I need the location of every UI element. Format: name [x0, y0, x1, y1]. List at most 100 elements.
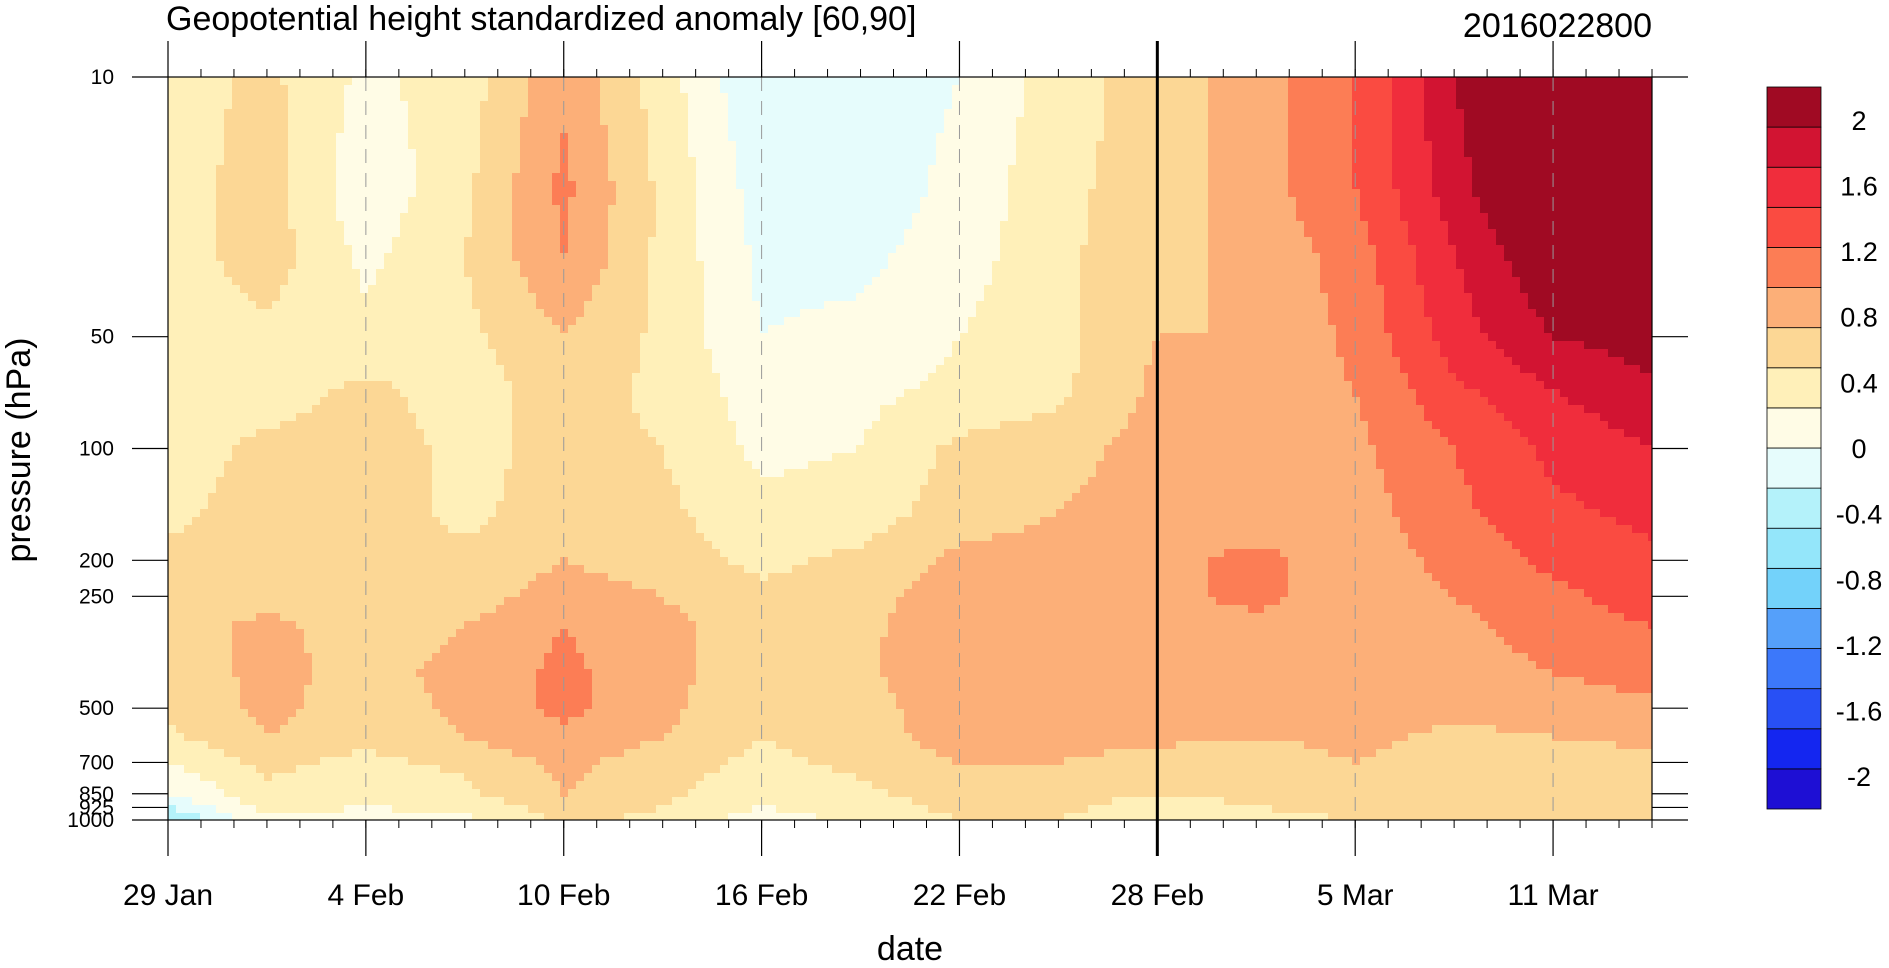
contour-cell — [1432, 133, 1441, 142]
contour-cell — [712, 213, 721, 222]
contour-cell — [1640, 149, 1649, 158]
contour-cell — [1208, 149, 1217, 158]
contour-cell — [272, 285, 281, 294]
contour-cell — [1232, 181, 1241, 190]
contour-cell — [264, 197, 273, 206]
contour-cell — [704, 277, 713, 286]
contour-cell — [1472, 93, 1481, 102]
contour-cell — [992, 93, 1001, 102]
contour-cell — [1600, 117, 1609, 126]
contour-cell — [512, 237, 521, 246]
contour-cell — [376, 261, 385, 270]
contour-cell — [816, 109, 825, 118]
contour-cell — [200, 261, 209, 270]
contour-cell — [848, 85, 857, 94]
contour-cell — [1192, 133, 1201, 142]
contour-cell — [1432, 77, 1441, 86]
contour-cell — [1072, 245, 1081, 254]
contour-cell — [968, 173, 977, 182]
contour-cell — [1160, 269, 1169, 278]
contour-cell — [1480, 133, 1489, 142]
contour-cell — [736, 205, 745, 214]
contour-cell — [632, 237, 641, 246]
contour-cell — [1032, 285, 1041, 294]
contour-cell — [576, 125, 585, 134]
contour-cell — [1608, 85, 1617, 94]
contour-cell — [1232, 269, 1241, 278]
contour-cell — [352, 157, 361, 166]
contour-cell — [600, 109, 609, 118]
contour-cell — [1600, 221, 1609, 230]
contour-cell — [544, 261, 553, 270]
contour-cell — [1536, 77, 1545, 86]
contour-cell — [1648, 85, 1652, 94]
contour-cell — [736, 261, 745, 270]
contour-cell — [320, 269, 329, 278]
contour-cell — [1488, 221, 1497, 230]
contour-cell — [528, 125, 537, 134]
contour-cell — [184, 221, 193, 230]
contour-cell — [448, 85, 457, 94]
contour-cell — [1104, 125, 1113, 134]
contour-cell — [720, 165, 729, 174]
contour-cell — [400, 141, 409, 150]
contour-cell — [1496, 125, 1505, 134]
contour-cell — [528, 157, 537, 166]
contour-cell — [248, 229, 257, 238]
contour-cell — [568, 125, 577, 134]
contour-cell — [992, 189, 1001, 198]
contour-cell — [808, 133, 817, 142]
contour-cell — [968, 181, 977, 190]
contour-cell — [1408, 213, 1417, 222]
contour-cell — [1544, 197, 1553, 206]
contour-cell — [1040, 157, 1049, 166]
contour-cell — [888, 85, 897, 94]
contour-cell — [896, 149, 905, 158]
contour-cell — [528, 77, 537, 86]
contour-cell — [1432, 245, 1441, 254]
contour-cell — [1160, 85, 1169, 94]
contour-cell — [368, 109, 377, 118]
contour-cell — [1456, 189, 1465, 198]
contour-cell — [464, 141, 473, 150]
contour-cell — [1496, 101, 1505, 110]
contour-cell — [480, 77, 489, 86]
contour-cell — [848, 213, 857, 222]
contour-cell — [1632, 117, 1641, 126]
contour-cell — [1296, 285, 1305, 294]
contour-cell — [1616, 109, 1625, 118]
contour-cell — [1056, 133, 1065, 142]
contour-cell — [800, 253, 809, 262]
contour-cell — [296, 125, 305, 134]
contour-cell — [480, 237, 489, 246]
contour-cell — [1176, 173, 1185, 182]
contour-cell — [1560, 205, 1569, 214]
contour-cell — [736, 125, 745, 134]
contour-cell — [216, 165, 225, 174]
contour-cell — [1448, 125, 1457, 134]
contour-cell — [1392, 285, 1401, 294]
contour-cell — [1600, 197, 1609, 206]
contour-cell — [1472, 237, 1481, 246]
contour-cell — [192, 213, 201, 222]
contour-cell — [688, 205, 697, 214]
contour-cell — [1536, 133, 1545, 142]
contour-cell — [1400, 165, 1409, 174]
contour-cell — [480, 269, 489, 278]
contour-cell — [448, 261, 457, 270]
contour-cell — [1312, 133, 1321, 142]
contour-cell — [1120, 197, 1129, 206]
contour-cell — [1328, 229, 1337, 238]
contour-cell — [816, 197, 825, 206]
contour-cell — [1336, 213, 1345, 222]
contour-cell — [592, 77, 601, 86]
contour-cell — [1176, 181, 1185, 190]
contour-cell — [736, 189, 745, 198]
contour-cell — [784, 77, 793, 86]
contour-cell — [704, 245, 713, 254]
contour-cell — [696, 261, 705, 270]
contour-cell — [1464, 101, 1473, 110]
contour-cell — [512, 245, 521, 254]
contour-cell — [760, 109, 769, 118]
contour-cell — [280, 141, 289, 150]
